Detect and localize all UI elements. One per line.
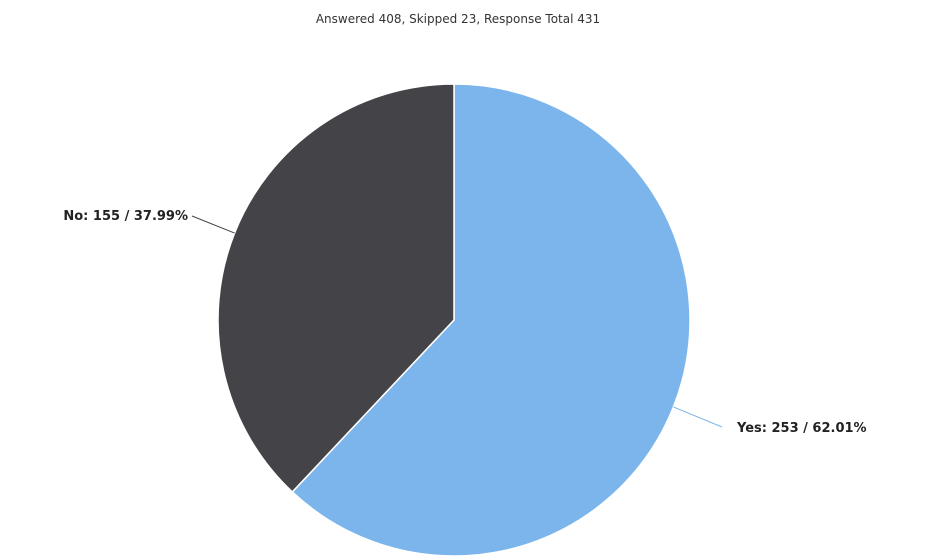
pie-slices [217, 83, 691, 557]
chart-subtitle: Answered 408, Skipped 23, Response Total… [316, 12, 600, 26]
connector-no [191, 215, 235, 234]
connector-yes [673, 406, 723, 428]
slice-label-yes: Yes: 253 / 62.01% [736, 421, 867, 436]
pie-slice-no[interactable] [217, 83, 455, 493]
slice-label-no: No: 155 / 37.99% [63, 209, 188, 224]
label-connectors [191, 215, 723, 428]
slice-labels: Yes: 253 / 62.01% No: 155 / 37.99% [63, 209, 866, 436]
